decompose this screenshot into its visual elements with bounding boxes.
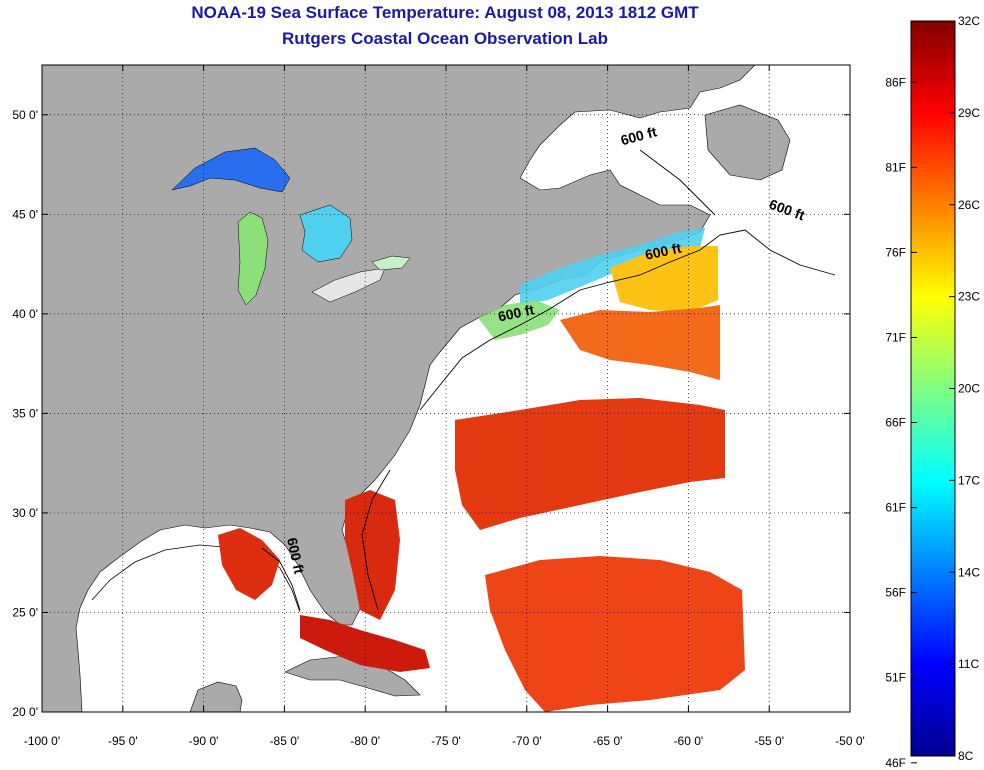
colorbar-fahrenheit-label: 46F <box>885 756 906 770</box>
colorbar-celsius-label: 29C <box>958 106 980 120</box>
north-america-land <box>42 65 756 712</box>
colorbar-fahrenheit-label: 61F <box>885 501 906 515</box>
x-tick-label: -50 0' <box>835 734 865 748</box>
x-tick-label: -85 0' <box>270 734 300 748</box>
contour-600ft-laurentian <box>639 149 716 216</box>
colorbar-celsius-labels: 32C 29C 26C 23C 20C 17C 14C 11C 8C <box>949 14 980 763</box>
x-tick-label: -70 0' <box>512 734 542 748</box>
x-tick-label: -65 0' <box>593 734 623 748</box>
colorbar-fahrenheit-label: 66F <box>885 416 906 430</box>
sst-patch-florida-keys <box>300 615 430 672</box>
colorbar-fahrenheit-label: 76F <box>885 245 906 259</box>
gulf-shelf-contour <box>91 544 301 613</box>
contour-600ft-florida <box>361 469 391 611</box>
sst-patch-gulf-maine <box>520 228 705 305</box>
grid-lines <box>42 65 850 712</box>
lake-erie <box>311 267 386 303</box>
contour-600ft-shelf <box>419 229 836 411</box>
x-tick-label: -75 0' <box>431 734 461 748</box>
contour-label-600ft: 600 ft <box>644 240 683 263</box>
temperature-colorbar <box>910 20 956 757</box>
colorbar-celsius-label: 26C <box>958 198 980 212</box>
lake-huron <box>299 204 353 263</box>
y-tick-label: 45 0' <box>12 207 38 221</box>
contour-label-600ft: 600 ft <box>497 301 536 324</box>
y-tick-label: 25 0' <box>12 605 38 619</box>
colorbar-fahrenheit-labels: 86F 81F 76F 71F 66F 61F 56F 51F 46F <box>885 75 917 770</box>
colorbar-celsius-label: 8C <box>958 749 974 763</box>
colorbar-celsius-label: 32C <box>958 14 980 28</box>
colorbar-fahrenheit-label: 86F <box>885 75 906 89</box>
y-tick-label: 30 0' <box>12 506 38 520</box>
colorbar-fahrenheit-label: 56F <box>885 586 906 600</box>
lake-superior <box>171 147 291 193</box>
yucatan-land <box>189 681 243 712</box>
colorbar-fahrenheit-label: 71F <box>885 330 906 344</box>
colorbar-fahrenheit-label: 81F <box>885 160 906 174</box>
colorbar-celsius-label: 11C <box>958 657 979 671</box>
contour-label-600ft: 600 ft <box>284 536 307 575</box>
y-tick-label: 20 0' <box>12 705 38 719</box>
colorbar-celsius-label: 20C <box>958 382 980 396</box>
map-title: NOAA-19 Sea Surface Temperature: August … <box>191 3 699 22</box>
sst-patch-gulf-west-florida <box>218 528 280 600</box>
colorbar-celsius-label: 23C <box>958 290 980 304</box>
contour-600ft-gulf <box>261 547 301 611</box>
map-subtitle: Rutgers Coastal Ocean Observation Lab <box>282 29 608 48</box>
newfoundland-land <box>704 104 791 181</box>
x-tick-label: -80 0' <box>350 734 380 748</box>
y-tick-label: 50 0' <box>12 108 38 122</box>
sst-patch-offshore-south <box>485 556 745 712</box>
x-tick-label: -90 0' <box>189 734 219 748</box>
x-tick-label: -60 0' <box>674 734 704 748</box>
colorbar-celsius-label: 14C <box>958 565 980 579</box>
x-tick-label: -100 0' <box>24 734 60 748</box>
lake-ontario <box>371 255 411 271</box>
x-tick-label: -55 0' <box>754 734 784 748</box>
colorbar-celsius-label: 17C <box>958 473 980 487</box>
y-axis-ticks: 50 0' 45 0' 40 0' 35 0' 30 0' 25 0' 20 0' <box>12 108 850 719</box>
sst-patch-mid-atlantic-shelf <box>478 300 560 340</box>
lake-michigan <box>237 211 269 306</box>
sst-patch-gulf-stream-north <box>560 305 720 380</box>
colorbar-fahrenheit-label: 51F <box>885 671 906 685</box>
cuba-land <box>284 655 421 697</box>
y-tick-label: 40 0' <box>12 307 38 321</box>
x-tick-label: -95 0' <box>108 734 138 748</box>
sst-patch-offshore-central <box>455 398 725 530</box>
y-tick-label: 35 0' <box>12 406 38 420</box>
sst-patch-georges <box>610 246 718 312</box>
sst-patch-florida-east <box>345 490 400 620</box>
x-axis-ticks: -100 0' -95 0' -90 0' -85 0' -80 0' -75 0' -70… <box>24 65 865 748</box>
